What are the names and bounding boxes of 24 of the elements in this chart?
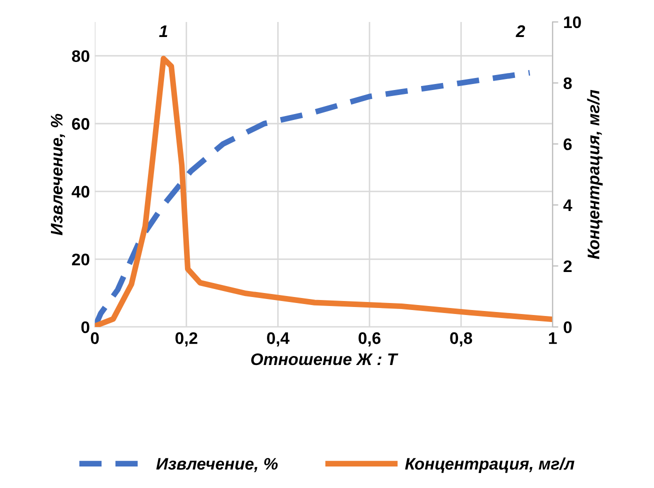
y2-tick-label: 8 bbox=[564, 77, 572, 90]
y-axis-title: Извлечение, % bbox=[50, 114, 65, 236]
y2-tick-label: 10 bbox=[564, 16, 581, 28]
y-tick-label: 80 bbox=[72, 50, 90, 62]
y-tick-label: 20 bbox=[72, 254, 90, 266]
x-tick-label: 0,6 bbox=[358, 332, 380, 346]
x-axis-title: Отношение Ж : Т bbox=[251, 353, 398, 366]
y2-tick-label: 6 bbox=[564, 138, 572, 150]
x-tick-label: 0,8 bbox=[450, 332, 472, 346]
y-tick-label: 60 bbox=[72, 118, 90, 130]
x-tick-label: 0 bbox=[90, 332, 99, 344]
legend-label: Концентрация, мг/л bbox=[405, 457, 574, 473]
x-tick-label: 0,4 bbox=[267, 332, 290, 346]
y2-axis-title: Концентрация, мг/л bbox=[587, 90, 603, 260]
legend-label: Извлечение, % bbox=[156, 458, 278, 472]
y2-tick-label: 0 bbox=[564, 321, 572, 334]
x-tick-label: 1 bbox=[549, 332, 557, 344]
y-tick-label: 0 bbox=[81, 321, 90, 334]
y2-tick-label: 2 bbox=[564, 260, 572, 272]
y-tick-label: 40 bbox=[72, 186, 90, 198]
annotation: 1 bbox=[159, 25, 168, 37]
x-tick-label: 0,2 bbox=[175, 332, 198, 346]
annotation: 2 bbox=[516, 25, 526, 37]
y2-tick-label: 4 bbox=[563, 200, 572, 211]
